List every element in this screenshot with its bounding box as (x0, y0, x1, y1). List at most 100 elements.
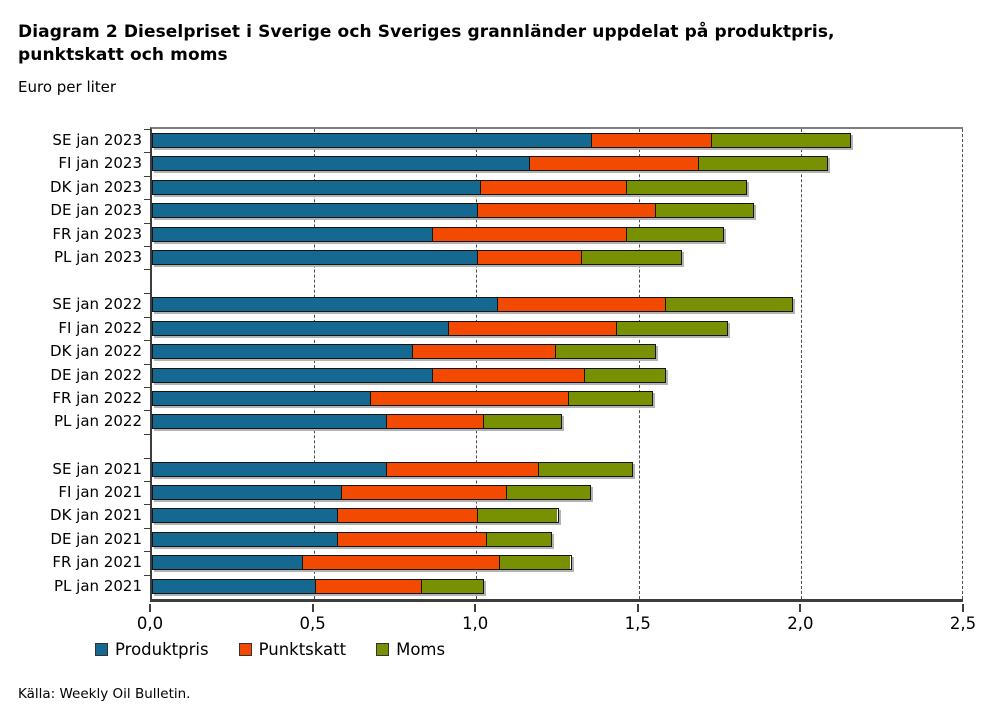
category-label: DE jan 2022 (50, 365, 142, 384)
bar-segment-produktpris (153, 391, 370, 405)
bar-segment-punktskatt (447, 321, 617, 335)
bar-segment-punktskatt (477, 204, 656, 218)
group-separator (0, 269, 963, 293)
bar-segment-moms (486, 532, 551, 546)
bar-segment-punktskatt (386, 462, 539, 476)
y-axis-tick (144, 129, 150, 130)
bar-segment-produktpris (153, 157, 530, 171)
stacked-bar (152, 578, 484, 594)
x-axis-label: 2,5 (949, 614, 977, 633)
legend-label: Punktskatt (258, 640, 347, 659)
stacked-bar (152, 203, 754, 219)
bar-segment-punktskatt (412, 345, 555, 359)
y-axis-tick (144, 504, 150, 506)
y-axis-tick (144, 316, 150, 318)
gridline-2,5 (962, 129, 963, 599)
bar-segment-punktskatt (431, 227, 627, 241)
bar-segment-produktpris (153, 345, 413, 359)
chart-row: SE jan 2023 (0, 129, 963, 152)
gridline-2,0 (800, 129, 802, 599)
stacked-bar (152, 390, 653, 406)
bar-track (150, 528, 963, 551)
bar-segment-produktpris (153, 180, 481, 194)
category-label: DE jan 2021 (50, 529, 142, 548)
stacked-bar (152, 133, 852, 148)
bar-segment-punktskatt (480, 180, 627, 194)
chart-row: FR jan 2023 (0, 222, 963, 246)
bar-segment-punktskatt (340, 486, 506, 500)
bar-track (150, 152, 963, 175)
chart-row: SE jan 2021 (0, 457, 963, 481)
bar-segment-punktskatt (337, 532, 487, 546)
category-label: PL jan 2021 (54, 576, 142, 595)
bar-track (150, 246, 963, 269)
y-axis-tick (144, 222, 150, 224)
stacked-bar (152, 367, 666, 383)
chart-row: DK jan 2021 (0, 504, 963, 527)
chart-row: PL jan 2022 (0, 410, 963, 433)
category-label: FI jan 2021 (58, 483, 142, 502)
bar-segment-punktskatt (301, 556, 500, 570)
bar-track (150, 551, 963, 574)
y-axis-tick (144, 386, 150, 388)
legend-item-moms: Moms (376, 640, 445, 659)
category-label: DE jan 2023 (50, 201, 142, 220)
chart-row: DE jan 2023 (0, 199, 963, 222)
chart-row: PL jan 2023 (0, 245, 963, 269)
legend-swatch-moms (376, 643, 390, 656)
stacked-bar (152, 508, 559, 524)
x-axis-label: 2,0 (787, 614, 814, 633)
bar-track (150, 129, 963, 152)
chart-row: DE jan 2021 (0, 527, 963, 551)
y-axis-tick (144, 433, 150, 435)
bar-segment-produktpris (153, 368, 432, 382)
category-label: PL jan 2022 (54, 412, 142, 431)
bar-segment-moms (697, 157, 828, 171)
chart-row: PL jan 2021 (0, 574, 963, 598)
bar-segment-moms (616, 321, 727, 335)
bar-track (150, 504, 963, 527)
bar-segment-produktpris (153, 204, 478, 218)
bar-track (150, 458, 963, 481)
bar-segment-produktpris (153, 250, 477, 264)
source-note: Källa: Weekly Oil Bulletin. (18, 686, 191, 702)
bar-segment-produktpris (153, 321, 448, 335)
category-label: FR jan 2021 (52, 553, 142, 572)
y-axis-tick (144, 410, 150, 412)
gridline-0,5 (314, 129, 316, 599)
category-label: FI jan 2022 (58, 318, 142, 337)
bar-segment-punktskatt (337, 509, 477, 523)
legend-item-produktpris: Produktpris (95, 640, 209, 659)
chart-row: FR jan 2021 (0, 551, 963, 574)
bar-segment-moms (554, 345, 656, 359)
bar-segment-punktskatt (314, 579, 422, 593)
bar-segment-punktskatt (529, 157, 698, 171)
bar-segment-moms (538, 462, 633, 476)
stacked-bar (152, 485, 592, 501)
bar-segment-produktpris (153, 509, 338, 523)
x-axis-label: 1,0 (462, 614, 489, 633)
gridline-1,5 (638, 129, 640, 599)
x-axis-tick (474, 604, 477, 612)
bar-segment-produktpris (153, 298, 497, 312)
legend: Produktpris Punktskatt Moms (95, 640, 445, 659)
bar-track (150, 199, 963, 222)
y-axis-tick (144, 551, 150, 553)
group-separator (0, 433, 963, 458)
bar-segment-punktskatt (590, 134, 711, 147)
bar-track (150, 387, 963, 410)
category-label: FI jan 2023 (58, 154, 142, 173)
bar-segment-moms (580, 250, 682, 264)
legend-label: Moms (396, 640, 446, 659)
stacked-bar (152, 531, 552, 547)
bar-segment-produktpris (153, 415, 386, 429)
y-axis-tick (144, 457, 150, 459)
x-axis-label: 1,5 (624, 614, 651, 633)
chart-title: Diagram 2 Dieselpriset i Sverige och Sve… (18, 22, 835, 66)
bar-segment-moms (583, 368, 665, 382)
y-axis-tick (144, 481, 150, 483)
bar-segment-produktpris (153, 556, 302, 570)
bar-segment-punktskatt (431, 368, 584, 382)
gridline-1,0 (476, 129, 478, 599)
stacked-bar (152, 344, 657, 360)
